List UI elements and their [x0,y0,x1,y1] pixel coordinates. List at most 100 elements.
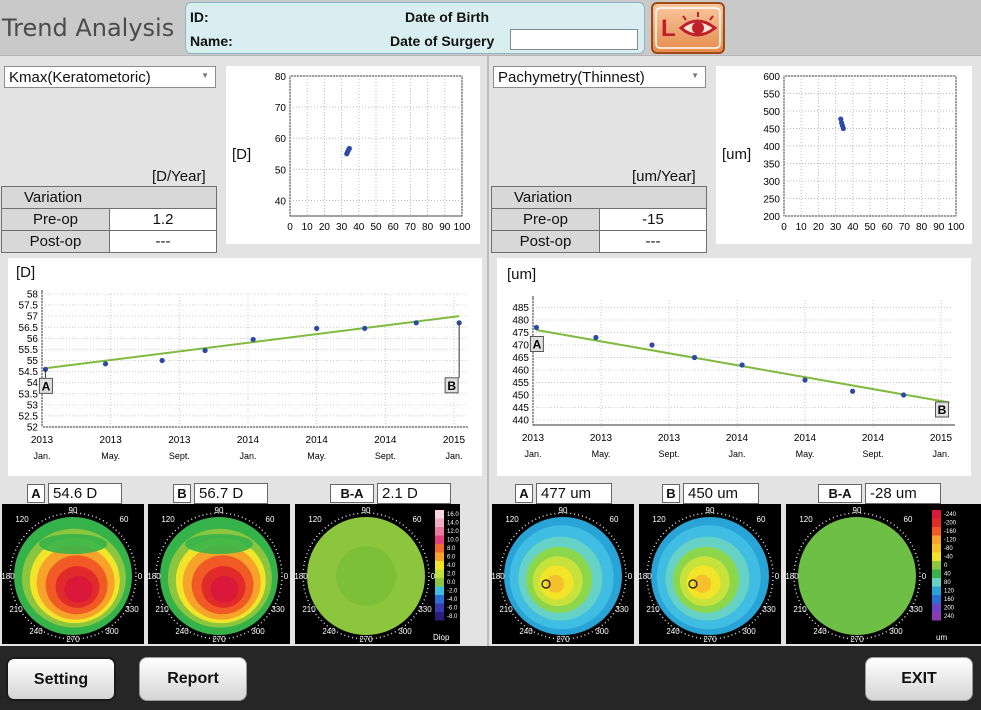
scale-tick-label: -2.0 [447,589,458,595]
kmax-map-a[interactable]: 90 120 60 180 0 210 330 240 300 270 [1,504,144,644]
left-map-b-value-box: B 56.7 D [173,483,268,504]
polar-angle-label: 270 [212,635,226,644]
kmax-trend-panel: [D] 52 52.5 53 53.5 54 54.5 55 55.5 56 56.5 57 57.5… [8,258,482,476]
polar-angle-label: 180 [639,572,652,581]
polar-angle-label: 180 [2,572,15,581]
map-a-tag: A [515,484,533,503]
left-map-a-value-box: A 54.6 D [27,483,122,504]
polar-angle-label: 90 [559,506,568,515]
polar-angle-label: 90 [706,506,715,515]
x-tick-year: 2013 [31,435,54,446]
pachy-map-a[interactable]: 90 120 60 180 0 210 330 240 300 270 [491,504,634,644]
y-tick-label: 57 [27,312,39,323]
y-tick-label: 550 [763,90,780,101]
polar-angle-label: 90 [69,506,78,515]
map-a-value: 54.6 D [48,483,122,504]
y-tick-label: 400 [763,142,780,153]
x-tick-month: Jan. [445,451,462,461]
kmax-map-b-image: 90 120 60 180 0 210 330 240 300 270 [147,506,288,644]
data-point [413,320,419,326]
left-age-scatter-chart: 0 10 20 30 40 50 60 70 80 90 100 40 50 60 70 80 [275,72,471,233]
x-tick-label: 90 [933,222,945,233]
exit-button[interactable]: EXIT [865,657,973,701]
scale-swatch [932,561,941,570]
map-contour [39,534,107,554]
scale-tick-label: 14.0 [447,521,459,527]
y-tick-label: 52 [27,423,39,434]
y-tick-label: 300 [763,177,780,188]
pachy-map-a-image: 90 120 60 180 0 210 330 240 300 270 [491,506,632,644]
y-tick-label: 450 [763,125,780,136]
scale-swatch [435,586,444,595]
scale-swatch [932,603,941,612]
x-tick-label: 70 [405,222,417,233]
micron-color-scale: -240 -200 -160 -120 -80 -40 0 40 80 120 160 200 240 u… [932,510,957,642]
marker-box [935,401,949,418]
pachy-diff-map[interactable]: 90 120 60 180 0 210 330 240 300 270 -240 -200 -160-… [785,504,981,644]
polar-angle-label: 270 [66,635,80,644]
id-label: ID: [190,9,209,25]
x-tick-year: 2013 [658,433,681,444]
data-point [102,361,109,367]
x-tick-year: 2014 [726,433,749,444]
y-tick-label: 56.5 [19,323,39,334]
x-tick-month: Sept. [862,449,883,459]
right-parameter-value: Pachymetry(Thinnest) [498,69,645,86]
polar-angle-label: 330 [762,605,776,614]
x-tick-month: May. [101,451,120,461]
right-parameter-select[interactable]: Pachymetry(Thinnest) ▼ [493,66,706,88]
scale-swatch [932,595,941,604]
y-tick-label: 54.5 [19,367,39,378]
variation-label: Variation [1,186,217,209]
x-tick-label: 10 [302,222,314,233]
polar-angle-label: 240 [175,627,189,636]
data-point [840,125,846,132]
right-map-a-value-box: A 477 um [515,483,612,504]
left-parameter-select[interactable]: Kmax(Keratometoric) ▼ [4,66,216,88]
y-tick-label: 465 [512,353,529,364]
x-tick-month: Sept. [375,451,396,461]
polar-angle-label: 60 [757,515,766,524]
report-button[interactable]: Report [139,657,247,701]
data-point [533,324,539,331]
x-tick-label: 100 [454,222,471,233]
y-tick-label: 70 [275,103,287,114]
map-contour [693,574,712,593]
marker-label: A [42,379,51,393]
pachy-map-b[interactable]: 90 120 60 180 0 210 330 240 300 270 [638,504,781,644]
polar-angle-label: 330 [909,605,923,614]
x-tick-label: 80 [422,222,434,233]
left-map-diff-value-box: B-A 2.1 D [330,483,451,504]
setting-button[interactable]: Setting [6,657,116,701]
polar-angle-label: 330 [418,605,432,614]
data-point [593,334,599,341]
polar-angle-label: 60 [904,515,913,524]
kmax-diff-map[interactable]: 90 120 60 180 0 210 330 240 300 270 16.0 14.0 12.0 1… [294,504,460,644]
postop-value: --- [599,230,707,253]
kmax-map-b[interactable]: 90 120 60 180 0 210 330 240 300 270 [147,504,290,644]
scale-swatch [932,544,941,553]
polar-angle-label: 240 [666,627,680,636]
map-diff-tag: B-A [818,484,862,503]
polar-angle-label: 90 [362,506,371,515]
data-point [901,392,907,398]
thinnest-point-marker [688,579,698,589]
surgery-date-field[interactable] [510,29,638,50]
map-ring [9,512,137,640]
scale-swatch [435,535,444,544]
scale-tick-label: 240 [944,614,955,620]
x-tick-label: 50 [864,222,876,233]
right-variation-table: Variation Pre-op -15 Post-op --- [491,186,707,253]
left-eye-button[interactable]: L [651,2,725,54]
variation-label: Variation [491,186,707,209]
pachy-trend-unit: [um] [507,266,537,283]
scale-tick-label: 8.0 [447,546,456,552]
scale-swatch [932,612,941,621]
map-contour [64,575,93,603]
map-ring [499,512,627,640]
scale-tick-label: 2.0 [447,572,456,578]
x-tick-year: 2014 [794,433,817,444]
scale-tick-label: -120 [944,538,957,544]
x-tick-label: 0 [781,222,787,233]
data-point [456,320,462,326]
